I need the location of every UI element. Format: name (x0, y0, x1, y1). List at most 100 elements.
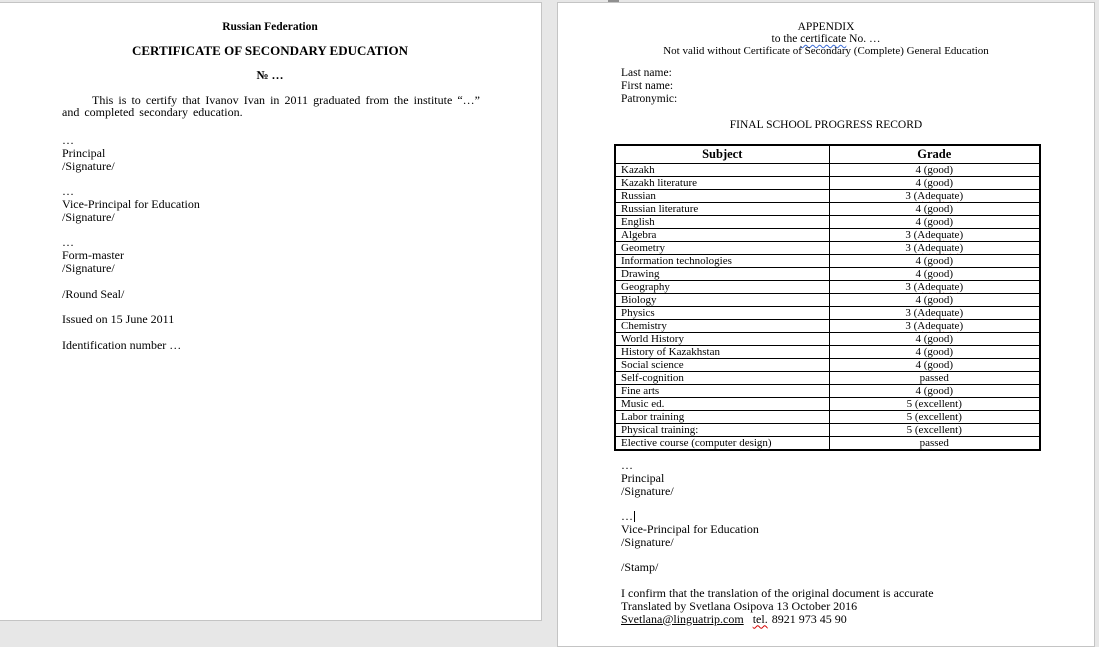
subject-cell: Labor training (614, 410, 830, 424)
dots-caret-line: … (621, 510, 1051, 523)
table-row: Social science 4 (good) (614, 358, 1041, 372)
grade-cell: 4 (good) (828, 163, 1041, 177)
table-row: World History 4 (good) (614, 332, 1041, 346)
subject-cell: Chemistry (614, 319, 830, 333)
table-header-row: Subject Grade (614, 144, 1041, 164)
spell-flagged-word: Adequate (917, 307, 960, 319)
table-row: Geometry 3 (Adequate) (614, 241, 1041, 255)
certificate-body-paragraph: This is to certify that Ivanov Ivan in 2… (62, 93, 480, 120)
spell-flagged-word: ed. (651, 398, 665, 410)
vice-principal-signature-block: Vice-Principal for Education /Signature/ (621, 521, 759, 549)
record-title: FINAL SCHOOL PROGRESS RECORD (729, 119, 923, 131)
subject-cell: Elective course (computer design) (614, 436, 830, 451)
confirmation-line: I confirm that the translation of the or… (621, 585, 934, 600)
spell-flagged-word: Adequate (917, 242, 960, 254)
table-row: Kazakh 4 (good) (614, 163, 1041, 177)
grade-cell: 4 (good) (828, 267, 1041, 281)
appendix-signature-area: … Principal /Signature/ … Vice-Principal… (621, 459, 1051, 625)
document-page-2[interactable]: APPENDIX to the certificate No. … Not va… (557, 2, 1095, 647)
subject-cell: Geography (614, 280, 830, 294)
top-ruler-marker (608, 0, 619, 3)
appendix-header: APPENDIX to the certificate No. … Not va… (558, 21, 1094, 58)
subject-cell: World History (614, 332, 830, 346)
signatures-and-issue-block: … Principal /Signature/ … Vice-Principal… (62, 133, 200, 352)
grade-cell: 4 (good) (828, 176, 1041, 190)
subject-cell: English (614, 215, 830, 229)
table-row: Labor training 5 (excellent) (614, 410, 1041, 424)
validity-note: Not valid without Certificate of Seconda… (663, 45, 989, 58)
subject-cell: Russian literature (614, 202, 830, 216)
subject-cell: Music ed. (614, 397, 830, 411)
name-fields: Last name: First name: Patronymic: (621, 67, 678, 105)
grade-cell: 3 (Adequate) (828, 306, 1041, 320)
principal-signature-block: … Principal /Signature/ (621, 458, 674, 498)
appendix-title: APPENDIX (797, 21, 855, 33)
grade-cell: 3 (Adequate) (828, 228, 1041, 242)
grade-column-header: Grade (828, 144, 1041, 164)
subject-cell: Biology (614, 293, 830, 307)
grade-cell: 5 (excellent) (828, 410, 1041, 424)
table-row: Drawing 4 (good) (614, 267, 1041, 281)
blank-line (621, 549, 1051, 562)
grades-table: Subject Grade Kazakh 4 (good) Kazakh liter… (614, 144, 1041, 451)
subject-cell: Geometry (614, 241, 830, 255)
blank-line (621, 497, 1051, 510)
dots-text: … (621, 509, 633, 524)
table-row: Self-cognition passed (614, 371, 1041, 385)
subject-cell: Kazakh (614, 163, 830, 177)
table-row: History of Kazakhstan 4 (good) (614, 345, 1041, 359)
certificate-number: № … (256, 68, 284, 82)
grade-cell: 3 (Adequate) (828, 319, 1041, 333)
certificate-title: CERTIFICATE OF SECONDARY EDUCATION (131, 43, 409, 58)
subject-cell: Russian (614, 189, 830, 203)
ref-line-post: No. … (846, 33, 881, 46)
table-row: English 4 (good) (614, 215, 1041, 229)
table-row: Kazakh literature 4 (good) (614, 176, 1041, 190)
email-link[interactable]: Svetlana@linguatrip.com (621, 611, 744, 626)
table-row: Information technologies 4 (good) (614, 254, 1041, 268)
grade-cell: 4 (good) (828, 215, 1041, 229)
grade-cell: 4 (good) (828, 293, 1041, 307)
text-cursor (634, 511, 635, 523)
grade-cell: 4 (good) (828, 384, 1041, 398)
grade-cell: 4 (good) (828, 358, 1041, 372)
table-row: Geography 3 (Adequate) (614, 280, 1041, 294)
spell-flagged-word: Adequate (917, 320, 960, 332)
grade-cell: 3 (Adequate) (828, 189, 1041, 203)
spell-flagged-word: Adequate (917, 281, 960, 293)
translator-line: Translated by Svetlana Osipova 13 Octobe… (621, 598, 858, 613)
certificate-ref-line: to the certificate No. … (558, 33, 1094, 45)
grade-cell: 5 (excellent) (828, 423, 1041, 437)
subject-cell: Kazakh literature (614, 176, 830, 190)
grade-cell: 5 (excellent) (828, 397, 1041, 411)
spell-flagged-word: Adequate (917, 229, 960, 241)
subject-cell: Fine arts (614, 384, 830, 398)
table-row: Fine arts 4 (good) (614, 384, 1041, 398)
grade-cell: passed (828, 436, 1041, 451)
subject-cell: Social science (614, 358, 830, 372)
ref-line-pre: to the (771, 33, 801, 46)
table-row: Chemistry 3 (Adequate) (614, 319, 1041, 333)
grade-cell: 4 (good) (828, 254, 1041, 268)
table-row: Physical training: 5 (excellent) (614, 423, 1041, 437)
subject-cell: Information technologies (614, 254, 830, 268)
table-row: Music ed. 5 (excellent) (614, 397, 1041, 411)
grade-cell: 4 (good) (828, 332, 1041, 346)
document-page-1[interactable]: Russian Federation CERTIFICATE OF SECOND… (0, 2, 542, 621)
table-row: Biology 4 (good) (614, 293, 1041, 307)
grade-cell: passed (828, 371, 1041, 385)
grammar-flagged-word: certificate (800, 33, 847, 46)
subject-cell: Algebra (614, 228, 830, 242)
subject-cell: Physics (614, 306, 830, 320)
subject-cell: Physical training: (614, 423, 830, 437)
subject-cell: Drawing (614, 267, 830, 281)
stamp-line: /Stamp/ (621, 560, 659, 575)
spell-flagged-word: Adequate (917, 190, 960, 202)
phone-number: 8921 973 45 90 (771, 611, 847, 626)
grade-cell: 4 (good) (828, 202, 1041, 216)
grade-cell: 3 (Adequate) (828, 241, 1041, 255)
grade-cell: 3 (Adequate) (828, 280, 1041, 294)
table-row: Elective course (computer design) passed (614, 436, 1041, 451)
country-heading: Russian Federation (222, 21, 318, 33)
